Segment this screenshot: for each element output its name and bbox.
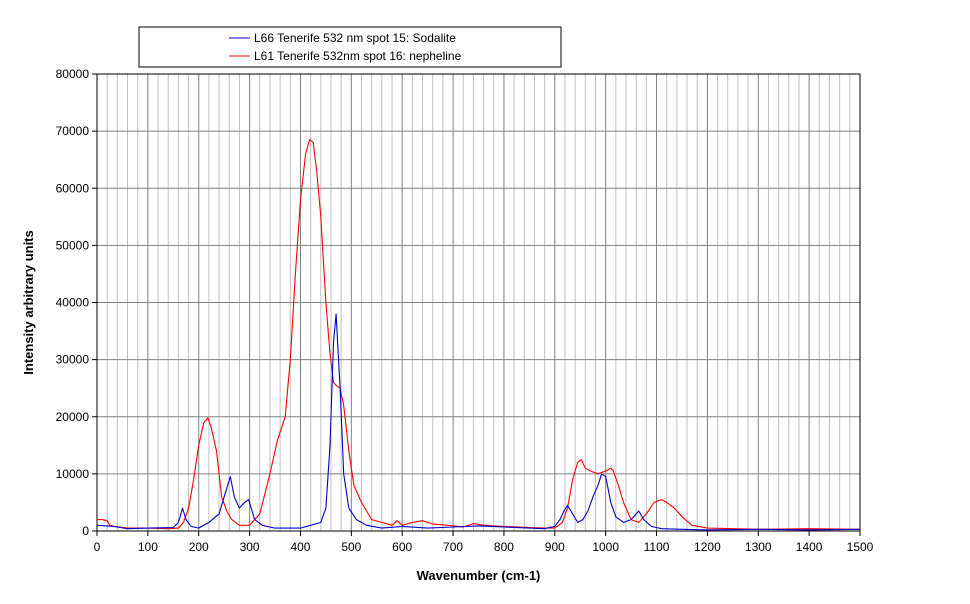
x-tick-label: 1300 xyxy=(745,540,772,554)
legend-box xyxy=(138,26,562,68)
x-tick-label: 1100 xyxy=(644,540,670,554)
x-axis-title: Wavenumber (cm-1) xyxy=(417,568,541,583)
grid-lines xyxy=(97,74,860,531)
x-tick-label: 700 xyxy=(443,540,463,554)
x-tick-label: 300 xyxy=(240,540,260,554)
sodalite-series-line xyxy=(96,313,861,531)
legend-label-nepheline: L61 Tenerife 532nm spot 16: nepheline xyxy=(254,49,462,63)
x-tick-label: 800 xyxy=(494,540,514,554)
y-tick-label: 0 xyxy=(82,524,89,538)
y-tick-label: 60000 xyxy=(56,181,90,195)
y-tick-labels: 0 10000 20000 30000 40000 50000 60000 70000 8000… xyxy=(56,67,90,538)
y-tick-label: 80000 xyxy=(56,67,90,81)
legend-label-sodalite: L66 Tenerife 532 nm spot 15: Sodalite xyxy=(254,31,456,45)
series-layer xyxy=(96,139,861,531)
legend: L66 Tenerife 532 nm spot 15: Sodalite L6… xyxy=(138,26,562,68)
x-tick-label: 600 xyxy=(392,540,412,554)
x-tick-label: 1400 xyxy=(796,540,823,554)
x-tick-label: 1200 xyxy=(694,540,721,554)
y-tick-label: 70000 xyxy=(56,124,90,138)
x-tick-label: 900 xyxy=(545,540,565,554)
y-tick-label: 40000 xyxy=(56,296,90,310)
x-tick-label: 100 xyxy=(138,540,158,554)
x-tick-label: 200 xyxy=(189,540,209,554)
x-tick-label: 500 xyxy=(341,540,361,554)
x-tick-label: 1000 xyxy=(592,540,619,554)
y-axis-title: Intensity arbitrary units xyxy=(21,230,36,374)
x-tick-label: 400 xyxy=(290,540,310,554)
nepheline-series-line xyxy=(97,139,861,530)
x-tick-labels: 0 100 200 300 400 500 600 700 800 900 1000 1100 1200… xyxy=(94,540,874,554)
x-tick-label: 1500 xyxy=(847,540,874,554)
axis-ticks xyxy=(92,73,861,536)
y-tick-label: 10000 xyxy=(56,467,90,481)
y-tick-label: 30000 xyxy=(56,353,90,367)
y-tick-label: 50000 xyxy=(56,238,90,252)
x-tick-label: 0 xyxy=(94,540,101,554)
y-tick-label: 20000 xyxy=(56,410,90,424)
